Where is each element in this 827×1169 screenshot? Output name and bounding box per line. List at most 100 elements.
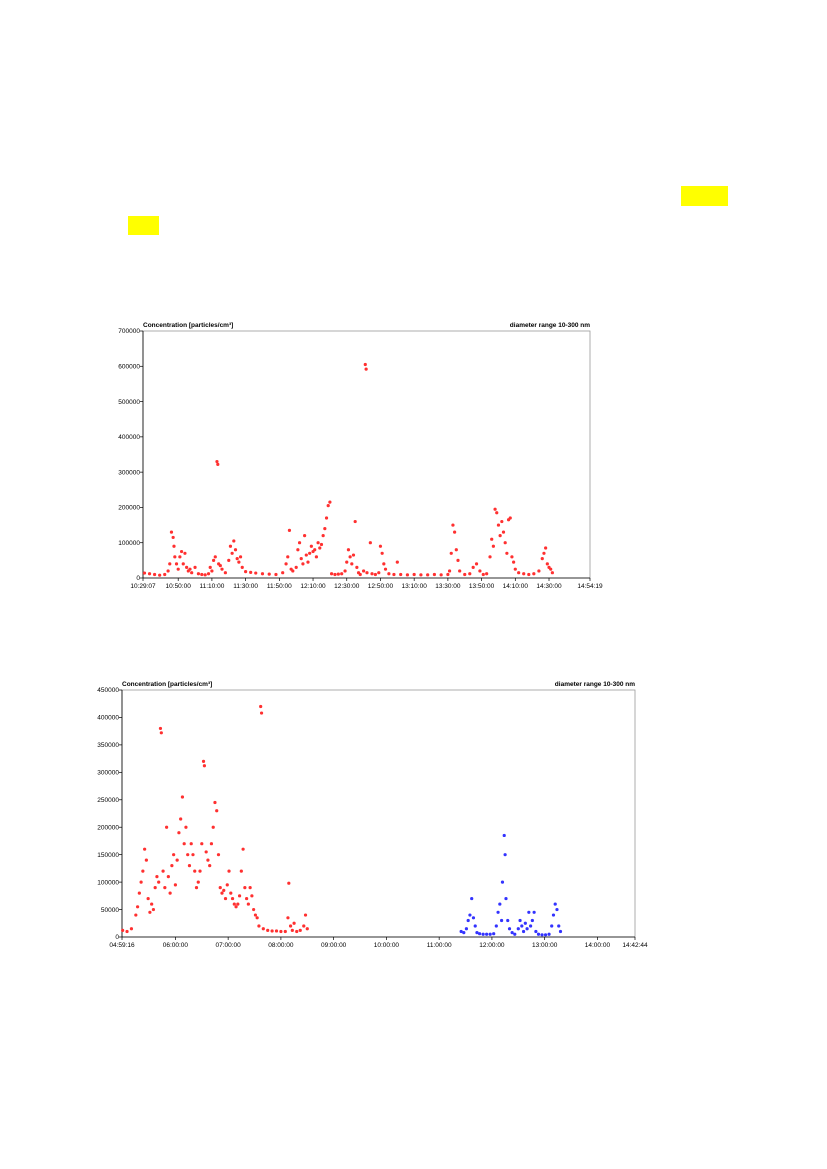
y-tick-label: 100000 [118,540,140,547]
data-point [177,831,181,835]
data-point [243,886,247,890]
data-point [255,916,259,920]
data-point [521,929,526,934]
data-point [144,858,148,862]
data-point [510,555,514,559]
data-point [230,551,234,555]
y-tick-label: 0 [115,934,119,941]
data-point [204,850,208,854]
data-point [295,929,299,934]
data-point [220,891,224,895]
y-tick-label: 300000 [97,770,119,777]
data-point [314,555,319,559]
data-point [303,913,308,917]
data-point [345,560,349,564]
data-point [266,928,270,933]
data-point [542,551,546,555]
data-point [499,918,504,923]
data-point [259,711,264,715]
data-point [252,907,256,912]
data-point [206,572,211,576]
data-point [377,571,381,575]
data-point [121,928,125,933]
data-point [382,562,386,566]
data-point [196,880,200,884]
data-point [506,918,510,923]
data-point [449,551,453,555]
data-point [298,928,302,933]
data-point [550,571,554,575]
data-point [291,569,295,573]
data-point [193,869,197,873]
data-point [172,853,176,857]
data-point [498,902,502,906]
data-point [492,932,496,936]
x-tick-label: 13:00:00 [532,942,558,949]
series-2 [459,833,563,937]
y-tick-label: 150000 [97,852,119,859]
data-point [297,541,302,545]
data-point [466,918,470,923]
data-point [340,572,344,576]
data-point [343,569,347,573]
data-point [287,881,291,885]
chart-subtitle: diameter range 10-300 nm [555,681,635,688]
data-point [478,569,482,573]
data-point [473,924,477,928]
data-point [329,572,334,576]
data-point [474,562,479,566]
data-point [246,902,250,906]
data-point [227,869,231,873]
data-point [254,571,258,575]
data-point [373,572,378,577]
data-point [512,560,516,564]
data-point [399,572,403,577]
data-point [505,551,509,555]
chart-title: Concentration [particles/cm³] [122,681,212,688]
data-point [513,932,517,936]
data-point [525,927,529,931]
data-point [157,880,161,884]
data-point [550,924,554,928]
data-point [319,542,324,547]
data-point [185,565,189,570]
data-point [290,928,294,933]
y-tick-label: 700000 [118,328,140,335]
data-point [540,556,544,561]
data-point [196,572,201,576]
data-point [201,759,206,763]
data-point [189,842,193,846]
data-point [208,864,212,868]
data-point [202,764,207,768]
data-point [233,548,238,552]
data-point [146,896,150,901]
data-point [150,902,154,906]
data-point [139,880,143,884]
data-point [493,507,497,511]
data-point [184,825,188,829]
data-point [470,896,474,901]
x-tick-label: 14:30:00 [536,583,562,590]
data-point [232,902,236,906]
data-point [250,894,254,898]
data-point [180,795,185,799]
data-point [148,910,152,914]
x-tick-label: 04:59:16 [109,942,135,949]
data-point [432,572,436,577]
data-point [227,558,231,562]
data-point [547,932,551,936]
data-point [453,530,457,534]
data-point [387,572,391,576]
data-point [549,567,553,571]
data-point [235,556,239,561]
data-point [529,924,533,928]
data-point [188,567,192,571]
x-tick-label: 11:00:00 [427,942,452,949]
data-point [527,910,531,914]
data-point [451,523,455,527]
data-point [348,555,352,559]
x-tick-label: 10:50:00 [166,583,192,590]
data-point [501,530,506,534]
data-point [321,534,325,538]
data-point [173,555,177,559]
